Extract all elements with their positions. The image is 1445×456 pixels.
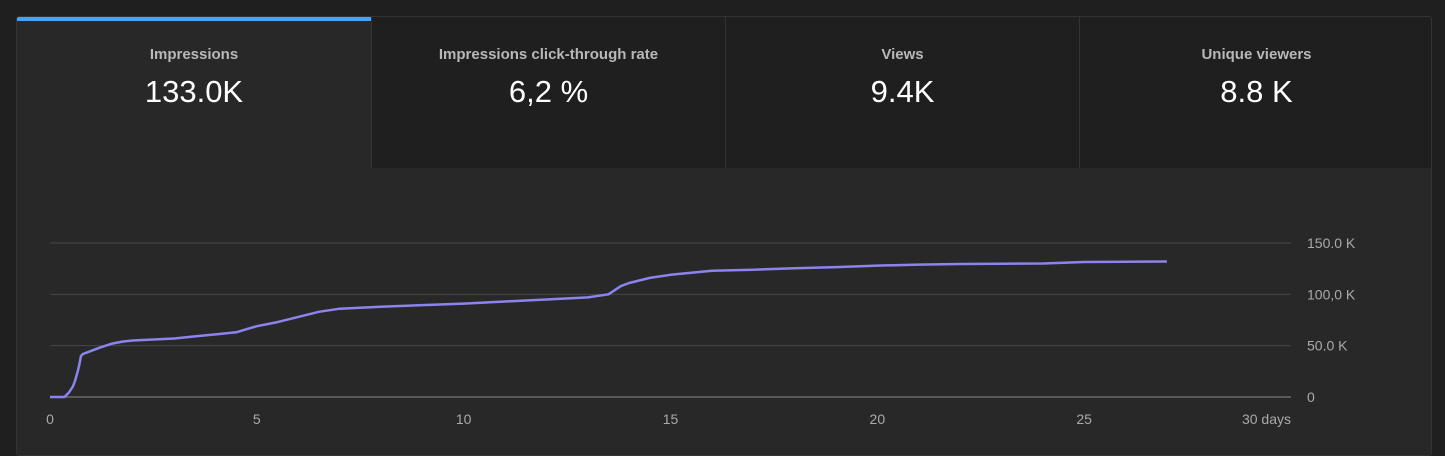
metric-label: Views (881, 46, 924, 63)
tab-unique-viewers[interactable]: Unique viewers 8.8 K (1079, 17, 1431, 168)
tab-impressions[interactable]: Impressions 133.0K (17, 17, 371, 168)
y-tick-label: 100,0 K (1307, 286, 1356, 302)
metric-value: 9.4K (870, 74, 935, 109)
line-chart: 0 50.0 K 100,0 K 150.0 K 0 5 10 15 20 25 30 days (46, 235, 1356, 427)
metric-value: 133.0K (144, 74, 244, 109)
x-tick-label: 5 (253, 411, 261, 427)
x-tick-label: 20 (870, 411, 886, 427)
y-tick-label: 50.0 K (1307, 338, 1348, 354)
tab-impressions-ctr[interactable]: Impressions click-through rate 6,2 % (371, 17, 725, 168)
metric-label: Unique viewers (1201, 46, 1312, 63)
series-line (50, 260, 1167, 399)
x-tick-label: 30 days (1242, 411, 1291, 427)
y-tick-label: 150.0 K (1307, 235, 1356, 251)
metric-label: Impressions click-through rate (438, 46, 659, 63)
x-tick-label: 0 (46, 411, 54, 427)
active-tab-indicator (17, 17, 371, 21)
x-tick-label: 10 (456, 411, 472, 427)
metric-label: Impressions (149, 46, 239, 63)
tab-views[interactable]: Views 9.4K (725, 17, 1079, 168)
x-tick-label: 25 (1076, 411, 1092, 427)
metric-tabs: Impressions 133.0K Impressions click-thr… (17, 17, 1431, 168)
x-tick-label: 15 (663, 411, 679, 427)
metric-value: 8.8 K (1220, 74, 1293, 109)
metric-value: 6,2 % (508, 74, 589, 109)
y-tick-label: 0 (1307, 389, 1315, 405)
analytics-card: Impressions 133.0K Impressions click-thr… (16, 16, 1432, 456)
